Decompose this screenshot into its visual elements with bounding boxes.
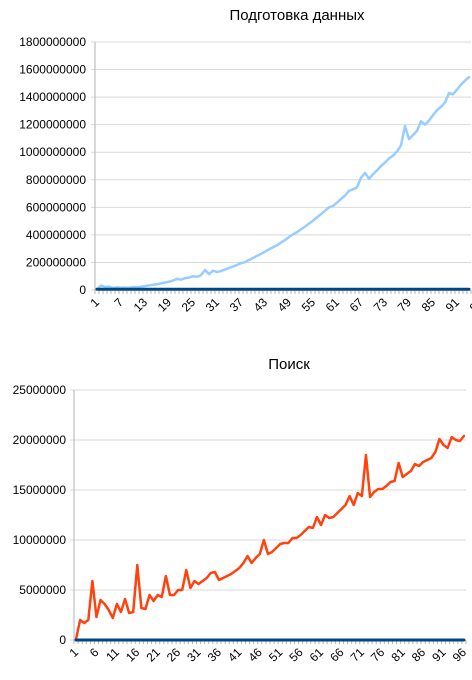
- y-tick-label: 1000000000: [19, 145, 86, 159]
- x-tick-label: 91: [443, 295, 463, 315]
- y-tick-labels: 0 200000000 400000000 600000000 800000000 100…: [19, 35, 86, 297]
- series-line-1: [74, 434, 466, 641]
- y-grid: [91, 41, 472, 294]
- y-tick-label: 10000000: [13, 533, 67, 547]
- chart-preparation: Подготовка данных 0 200000000 400000000 600…: [19, 7, 472, 315]
- x-tick-label: 67: [347, 295, 367, 315]
- x-tick-labels: 1 7 13 19 25 31 37 43 49 55 61 67 73 79 85 91 97: [87, 295, 472, 315]
- y-tick-label: 1400000000: [19, 90, 86, 104]
- y-grid: [70, 389, 467, 644]
- y-tick-label: 0: [59, 633, 66, 647]
- x-tick-label: 55: [299, 295, 319, 315]
- x-tick-label: 11: [103, 645, 122, 664]
- chart-title: Поиск: [268, 356, 310, 373]
- y-tick-label: 400000000: [26, 228, 86, 242]
- x-tick-label: 1: [87, 295, 102, 310]
- y-tick-label: 0: [79, 283, 86, 297]
- x-tick-label: 56: [286, 645, 306, 665]
- x-tick-label: 73: [371, 295, 391, 315]
- series: [95, 75, 471, 291]
- series-line-1: [95, 75, 471, 291]
- x-tick-label: 49: [275, 295, 295, 315]
- y-tick-label: 15000000: [13, 483, 67, 497]
- x-tick-label: 19: [155, 295, 175, 315]
- x-tick-label: 79: [395, 295, 415, 315]
- x-tick-label: 25: [179, 295, 199, 315]
- series: [74, 434, 466, 642]
- x-tick-label: 85: [419, 295, 439, 315]
- x-tick-label: 66: [327, 645, 347, 665]
- y-tick-label: 1200000000: [19, 118, 86, 132]
- x-tick-label: 21: [143, 645, 163, 665]
- x-tick-label: 81: [388, 645, 408, 665]
- x-tick-label: 43: [251, 295, 271, 315]
- x-tick-label: 61: [307, 645, 327, 665]
- y-tick-label: 200000000: [26, 255, 86, 269]
- x-tick-label: 16: [123, 645, 143, 665]
- x-tick-label: 26: [164, 645, 184, 665]
- x-tick-label: 71: [348, 645, 368, 665]
- y-tick-label: 20000000: [13, 433, 67, 447]
- x-tick-label: 97: [467, 295, 472, 315]
- y-tick-label: 1600000000: [19, 63, 86, 77]
- x-tick-label: 41: [225, 645, 245, 665]
- x-tick-label: 6: [87, 645, 102, 660]
- y-tick-label: 5000000: [19, 583, 66, 597]
- x-tick-labels: 1 6 11 16 21 26 31 36 41 46 51 56 61 66 71 76 81 86 91 96: [67, 645, 470, 665]
- y-tick-labels: 0 5000000 10000000 15000000 20000000 25000000: [13, 383, 67, 647]
- x-tick-label: 61: [323, 295, 343, 315]
- y-tick-label: 1800000000: [19, 35, 86, 49]
- x-tick-label: 31: [203, 295, 223, 315]
- x-tick-label: 31: [184, 645, 204, 665]
- x-tick-label: 13: [131, 295, 151, 315]
- x-tick-label: 37: [227, 295, 247, 315]
- x-tick-label: 96: [450, 645, 470, 665]
- y-tick-label: 800000000: [26, 173, 86, 187]
- y-tick-label: 25000000: [13, 383, 67, 397]
- x-tick-label: 91: [429, 645, 449, 665]
- chart-search: Поиск 0 5000000 10000000 15000000 20000000 25…: [13, 356, 470, 665]
- x-tick-label: 46: [246, 645, 266, 665]
- y-tick-label: 600000000: [26, 200, 86, 214]
- x-tick-label: 36: [205, 645, 225, 665]
- chart-title: Подготовка данных: [229, 7, 365, 24]
- x-tick-label: 7: [111, 295, 126, 310]
- x-tick-label: 76: [368, 645, 388, 665]
- x-tick-label: 1: [67, 645, 82, 660]
- x-tick-label: 51: [266, 645, 286, 665]
- x-tick-label: 86: [409, 645, 429, 665]
